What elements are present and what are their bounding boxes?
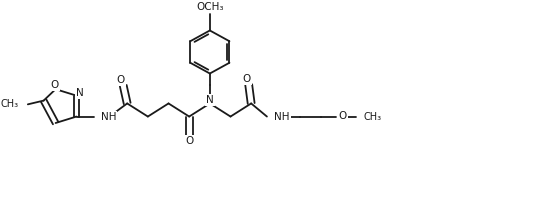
Text: N: N bbox=[76, 88, 83, 98]
Text: O: O bbox=[50, 80, 59, 90]
Text: O: O bbox=[116, 75, 125, 85]
Text: CH₃: CH₃ bbox=[363, 111, 381, 122]
Text: OCH₃: OCH₃ bbox=[196, 2, 223, 12]
Text: O: O bbox=[185, 136, 193, 146]
Text: NH: NH bbox=[101, 111, 116, 122]
Text: NH: NH bbox=[274, 111, 290, 122]
Text: O: O bbox=[339, 111, 347, 121]
Text: N: N bbox=[206, 95, 214, 105]
Text: O: O bbox=[242, 74, 251, 84]
Text: CH₃: CH₃ bbox=[1, 99, 19, 109]
